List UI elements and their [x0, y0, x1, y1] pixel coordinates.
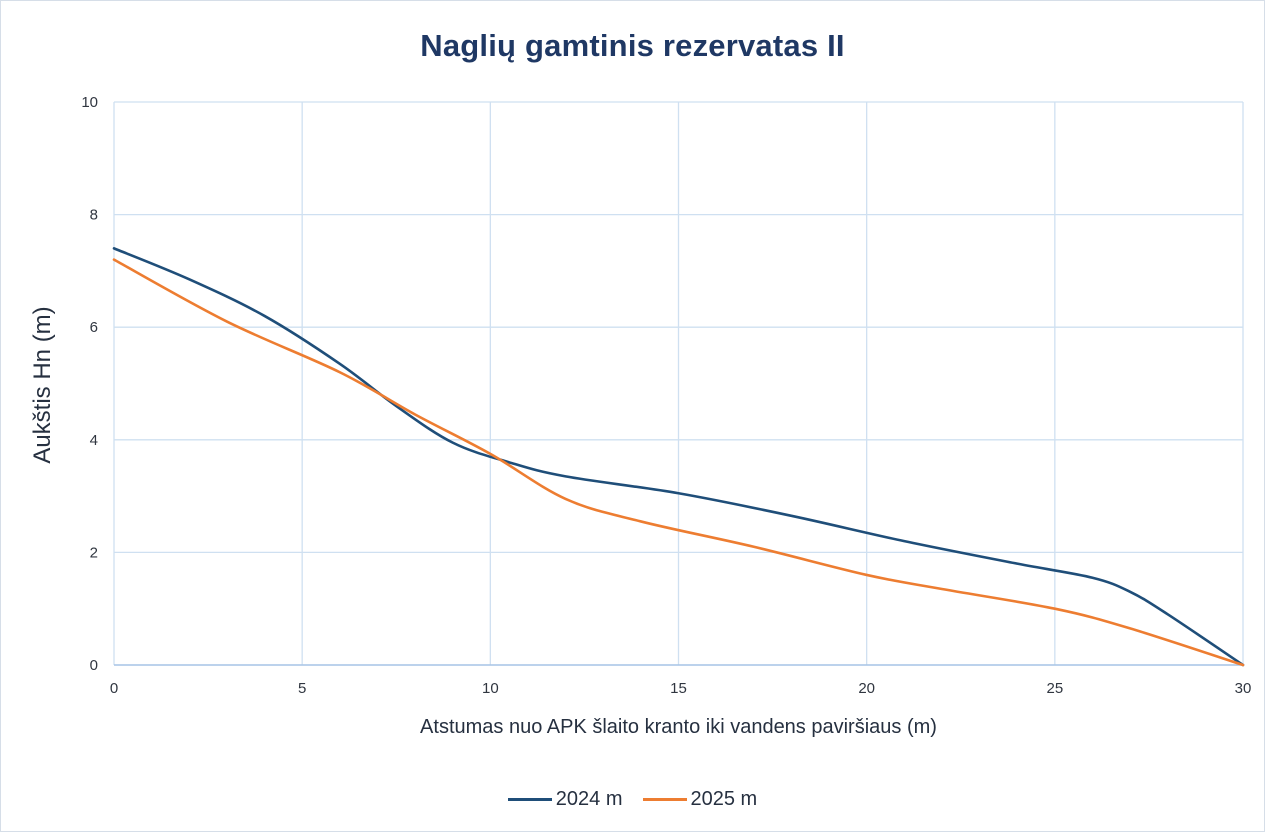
- series-line-2025: [112, 258, 1245, 667]
- y-tick-label: 8: [90, 207, 98, 224]
- y-tick-label: 10: [81, 94, 98, 111]
- chart-title: Naglių gamtinis rezervatas II: [420, 28, 845, 63]
- series-line-2024: [112, 247, 1245, 667]
- y-tick-labels: 0 2 4 6 8 10: [81, 94, 98, 674]
- y-axis-label: Aukštis Hn (m): [29, 306, 56, 464]
- x-tick-label: 0: [110, 680, 118, 697]
- y-tick-label: 4: [90, 432, 98, 449]
- x-tick-label: 25: [1046, 680, 1063, 697]
- x-tick-label: 30: [1235, 680, 1252, 697]
- legend: 2024 m 2025 m: [0, 788, 1265, 811]
- x-tick-label: 15: [670, 680, 687, 697]
- legend-label-2024: 2024 m: [555, 788, 623, 810]
- legend-label-2025: 2025 m: [690, 788, 758, 810]
- y-tick-label: 2: [90, 544, 98, 561]
- x-tick-label: 5: [298, 680, 306, 697]
- legend-item-2025: 2025 m: [642, 788, 758, 811]
- legend-swatch-2025: [642, 798, 687, 801]
- y-tick-label: 0: [90, 657, 98, 674]
- series-lines: [112, 247, 1245, 667]
- legend-item-2024: 2024 m: [507, 788, 623, 811]
- y-tick-label: 6: [90, 319, 98, 336]
- x-tick-label: 10: [482, 680, 499, 697]
- legend-swatch-2024: [507, 798, 552, 801]
- x-tick-label: 20: [858, 680, 875, 697]
- gridlines: [113, 101, 1244, 666]
- x-axis-label: Atstumas nuo APK šlaito kranto iki vande…: [420, 716, 937, 738]
- x-tick-labels: 0 5 10 15 20 25 30: [110, 680, 1252, 697]
